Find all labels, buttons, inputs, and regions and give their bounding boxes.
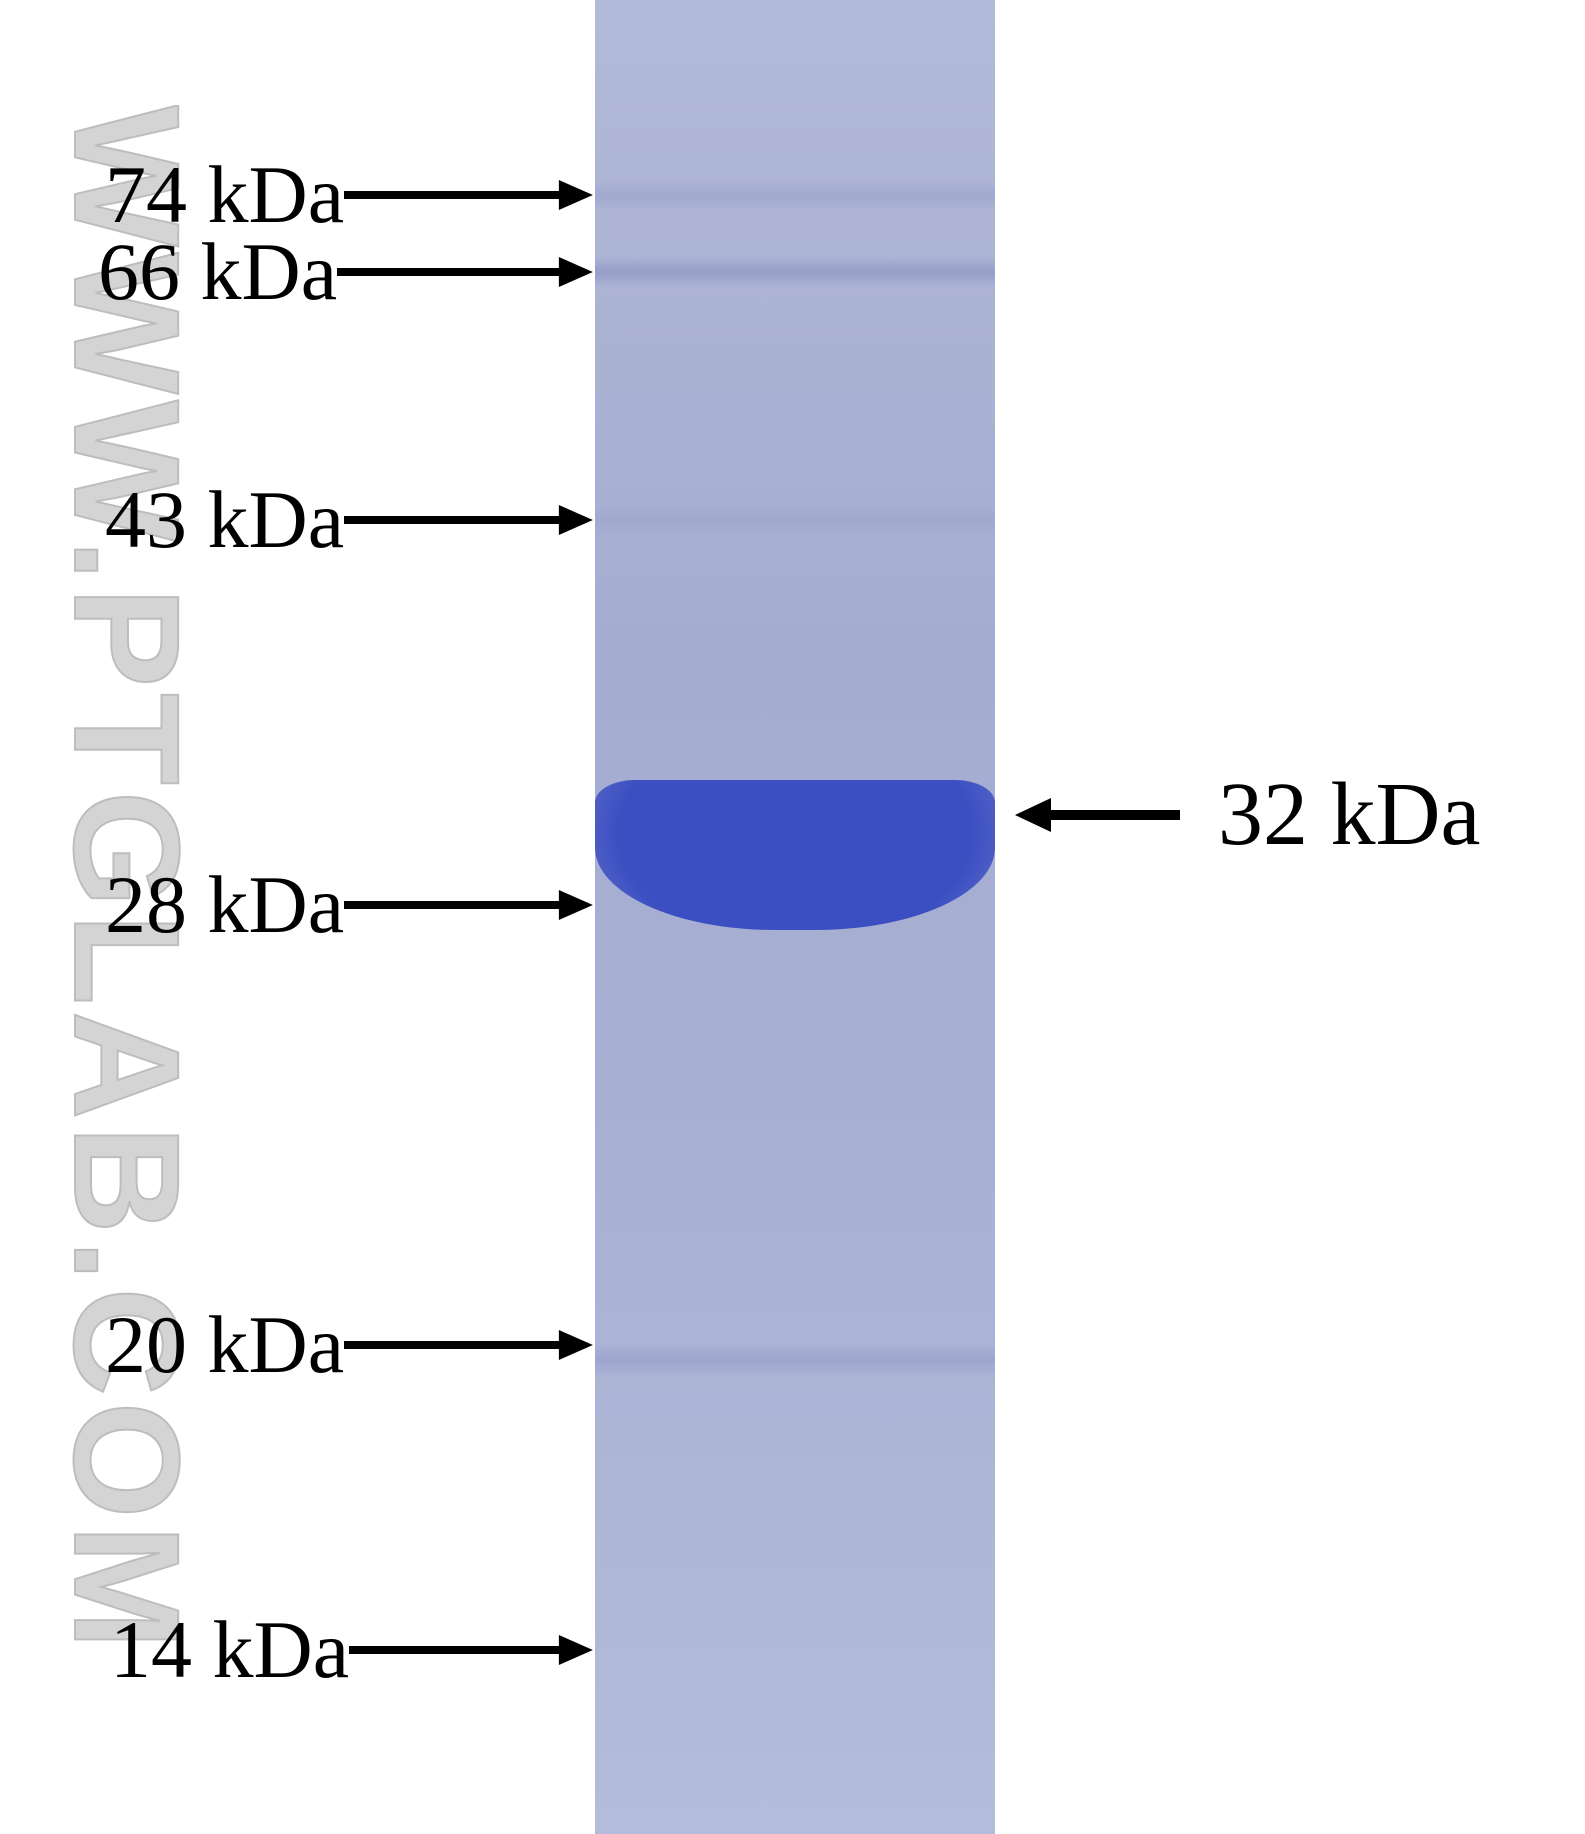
band-74kda — [595, 180, 995, 210]
band-66kda — [595, 257, 995, 287]
gel-lane — [595, 0, 995, 1834]
arrow-right-icon — [344, 886, 593, 924]
arrow-right-icon — [349, 1631, 593, 1669]
mw-marker-label: 14 kDa — [110, 1609, 349, 1691]
arrow-right-icon — [337, 253, 593, 291]
mw-marker-label: 20 kDa — [105, 1304, 344, 1386]
watermark: WWW.PTGLAB.COM — [25, 105, 225, 1834]
mw-marker-label: 28 kDa — [105, 864, 344, 946]
arrow-right-icon — [344, 501, 593, 539]
sample-band — [595, 780, 995, 930]
arrow-left-icon — [1015, 794, 1180, 836]
arrow-right-icon — [344, 176, 593, 214]
gel-figure: WWW.PTGLAB.COM 74 kDa66 kDa 43 kDa 28 kDa 2… — [0, 0, 1585, 1834]
mw-marker-label: 74 kDa — [105, 154, 344, 236]
arrow-right-icon — [344, 1326, 593, 1364]
mw-marker-label: 66 kDa — [98, 231, 337, 313]
sample-mw-label: 32 kDa — [1218, 770, 1480, 860]
band-43kda — [595, 506, 995, 534]
band-20kda — [595, 1343, 995, 1377]
mw-marker-label: 43 kDa — [105, 479, 344, 561]
